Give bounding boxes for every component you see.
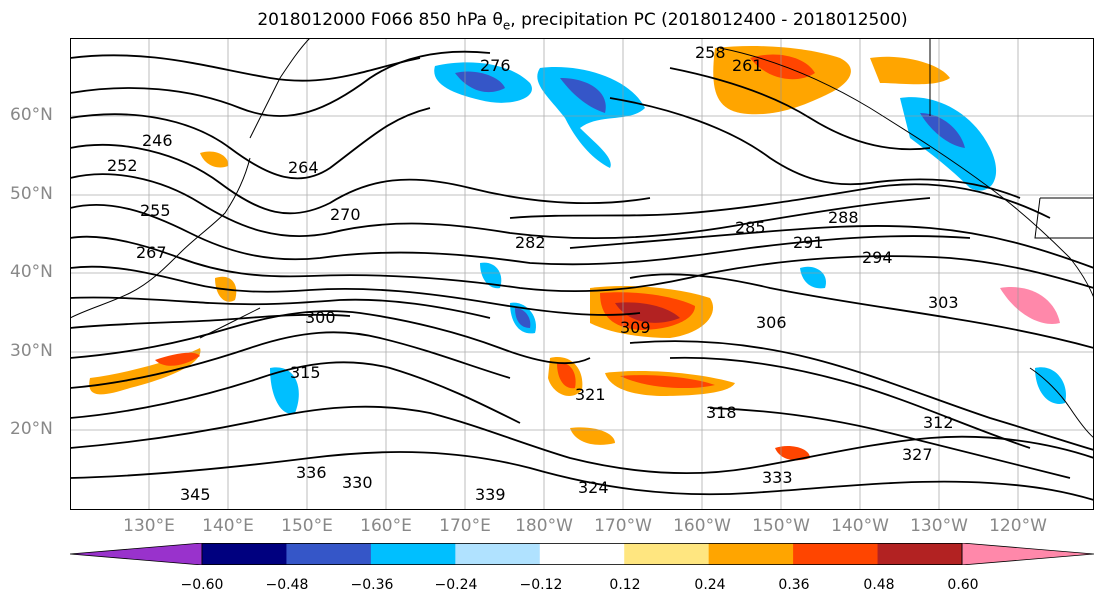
lon-label: 160°E — [360, 516, 412, 536]
colorbar-segment — [708, 543, 794, 565]
contour-label: 285 — [735, 218, 766, 237]
contour-label: 258 — [695, 43, 726, 62]
map-canvas: 276 258 261 246 252 255 264 267 270 282 … — [70, 38, 1094, 510]
colorbar-tick: 0.36 — [778, 577, 810, 593]
contour-label: 339 — [475, 485, 506, 504]
lon-label: 130°E — [123, 516, 175, 536]
contour-label: 282 — [515, 233, 546, 252]
contour-label: 252 — [107, 156, 138, 175]
lon-label: 150°E — [281, 516, 333, 536]
colorbar-segment — [370, 543, 456, 565]
lat-label: 30°N — [10, 341, 53, 361]
contour-label: 312 — [923, 413, 954, 432]
lon-label: 150°W — [752, 516, 810, 536]
lat-label: 20°N — [10, 419, 53, 439]
contour-label: 324 — [578, 478, 609, 497]
colorbar-tick: 0.48 — [863, 577, 895, 593]
lon-label: 180°W — [515, 516, 573, 536]
contour-label: 255 — [140, 201, 171, 220]
contour-label: 261 — [732, 56, 763, 75]
lon-label: 120°W — [989, 516, 1047, 536]
contour-label: 309 — [620, 318, 651, 337]
contour-label: 303 — [928, 293, 959, 312]
contour-label: 270 — [330, 205, 361, 224]
colorbar-segment — [455, 543, 541, 565]
contour-label: 264 — [288, 158, 319, 177]
contour-label: 300 — [305, 308, 336, 327]
colorbar-segment — [793, 543, 879, 565]
contour-label: 315 — [290, 363, 321, 382]
contour-label: 288 — [828, 208, 859, 227]
map-title: 2018012000 F066 850 hPa θe, precipitatio… — [257, 10, 908, 33]
colorbar-extend-high — [961, 543, 1094, 565]
lon-label: 130°W — [910, 516, 968, 536]
colorbar-border — [201, 543, 963, 565]
lat-label: 40°N — [10, 262, 53, 282]
lon-label: 140°W — [831, 516, 889, 536]
contour-label-group: 276 258 261 246 252 255 264 267 270 282 … — [107, 43, 959, 504]
lon-label: 160°W — [673, 516, 731, 536]
colorbar-tick: −0.48 — [265, 577, 309, 593]
colorbar-tick: −0.60 — [180, 577, 224, 593]
contour-label: 336 — [296, 463, 327, 482]
colorbar-extend-low — [70, 543, 203, 565]
contour-label: 327 — [902, 445, 933, 464]
colorbar-segment — [286, 543, 372, 565]
lon-label: 170°E — [439, 516, 491, 536]
precip-shading — [89, 46, 1066, 461]
colorbar — [70, 543, 1094, 565]
colorbar-segment — [539, 543, 625, 565]
lat-label: 50°N — [10, 184, 53, 204]
theta-e-contours — [70, 50, 1094, 501]
colorbar-segments — [70, 543, 1094, 565]
lon-label: 140°E — [202, 516, 254, 536]
contour-label: 294 — [862, 248, 893, 267]
colorbar-tick: 0.60 — [947, 577, 979, 593]
contour-label: 330 — [342, 473, 373, 492]
contour-label: 276 — [480, 56, 511, 75]
contour-label: 321 — [575, 385, 606, 404]
colorbar-segment — [202, 543, 287, 565]
contour-label: 291 — [793, 233, 824, 252]
colorbar-segment — [624, 543, 710, 565]
contour-label: 318 — [706, 403, 737, 422]
contour-label: 333 — [762, 468, 793, 487]
contour-label: 306 — [756, 313, 787, 332]
lon-label: 170°W — [594, 516, 652, 536]
contour-label: 345 — [180, 485, 211, 504]
lat-label: 60°N — [10, 105, 53, 125]
colorbar-tick: −0.12 — [519, 577, 563, 593]
colorbar-tick: 0.12 — [609, 577, 641, 593]
contour-label: 267 — [136, 243, 167, 262]
colorbar-tick: −0.24 — [434, 577, 478, 593]
colorbar-tick: −0.36 — [350, 577, 394, 593]
colorbar-tick: 0.24 — [694, 577, 726, 593]
coastlines — [70, 38, 1094, 439]
map-panel: 276 258 261 246 252 255 264 267 270 282 … — [70, 38, 1094, 510]
contour-label: 246 — [142, 131, 173, 150]
colorbar-segment — [877, 543, 963, 565]
